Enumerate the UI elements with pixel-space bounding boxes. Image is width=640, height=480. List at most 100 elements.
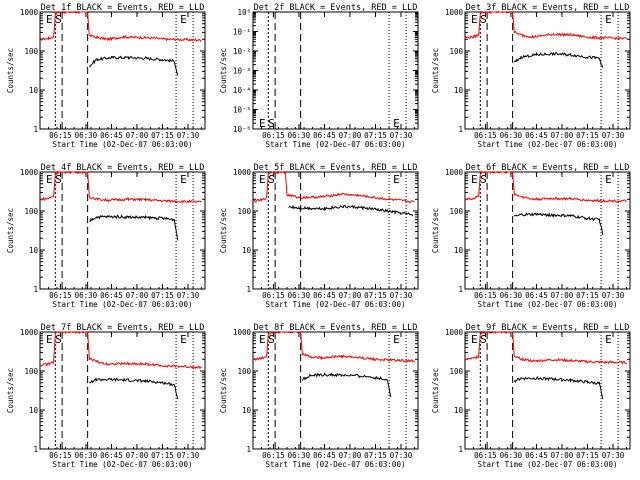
marker-letter: E (471, 13, 478, 26)
y-tick-label: 10 (454, 246, 464, 255)
y-tick-label: 1000 (20, 328, 39, 337)
y-axis-label: Counts/sec (219, 368, 228, 413)
y-tick-label: 1 (33, 285, 38, 294)
x-tick-label: 06:45 (313, 131, 336, 140)
marker-letter: E (180, 173, 187, 186)
marker-letter: S (55, 173, 62, 186)
x-tick-label: 07:00 (126, 131, 149, 140)
series-events (513, 212, 604, 235)
y-tick-label: 1 (458, 445, 463, 454)
y-tick-label: 10⁻⁶ (233, 125, 251, 134)
panel-4: Det 4f BLACK = Events, RED = LLD 1 10 100 10… (6, 163, 206, 309)
panel-7: Det 7f BLACK = Events, RED = LLD 1 10 100 10… (6, 323, 206, 469)
x-tick-label: 06:30 (500, 291, 523, 300)
x-tick-label: 07:15 (364, 451, 387, 460)
plot-frame (39, 11, 206, 130)
x-axis-label: Start Time (02-Dec-07 06:03:00) (266, 140, 406, 149)
x-tick-label: 06:15 (49, 131, 72, 140)
y-tick-label: 100 (449, 207, 463, 216)
x-tick-label: 06:15 (474, 291, 497, 300)
marker-letter: E (46, 173, 53, 186)
series-events (513, 51, 604, 68)
x-tick-label: 06:30 (288, 451, 311, 460)
y-tick-label: 10⁻¹ (233, 28, 251, 37)
x-tick-label: 07:30 (390, 451, 413, 460)
x-tick-label: 06:45 (525, 451, 548, 460)
marker-letter: S (268, 173, 275, 186)
y-tick-label: 10⁻⁴ (233, 86, 251, 95)
y-tick-label: 10 (454, 406, 464, 415)
y-tick-label: 1 (246, 445, 251, 454)
marker-letter: E (180, 333, 187, 346)
marker-letter: S (55, 333, 62, 346)
x-tick-label: 06:45 (313, 451, 336, 460)
y-axis-label: Counts/sec (6, 48, 15, 93)
panel-3: Det 3f BLACK = Events, RED = LLD 1 10 100 10… (431, 3, 631, 149)
y-tick-label: 1000 (445, 328, 464, 337)
x-tick-label: 07:15 (364, 291, 387, 300)
x-tick-label: 06:30 (500, 451, 523, 460)
panel-title: Det 5f BLACK = Events, RED = LLD (254, 163, 418, 173)
marker-letter: E (471, 333, 478, 346)
y-axis-label: Counts/sec (6, 368, 15, 413)
y-tick-label: 10 (29, 86, 39, 95)
x-tick-label: 07:30 (177, 451, 200, 460)
x-tick-label: 07:15 (576, 131, 599, 140)
series-lld (252, 331, 415, 363)
x-tick-label: 07:30 (602, 291, 625, 300)
y-tick-label: 1000 (20, 168, 39, 177)
marker-letter: S (268, 117, 275, 130)
x-tick-label: 06:30 (500, 131, 523, 140)
marker-letter: E (46, 13, 53, 26)
plot-frame (464, 331, 631, 450)
x-tick-label: 06:15 (262, 131, 285, 140)
y-tick-label: 10 (454, 86, 464, 95)
marker-letter: E (180, 13, 187, 26)
y-tick-label: 10 (29, 246, 39, 255)
y-tick-label: 1 (458, 125, 463, 134)
series-events (89, 377, 179, 400)
panel-5: Det 5f BLACK = Events, RED = LLD 1 10 100 10… (219, 163, 419, 309)
x-tick-label: 07:00 (551, 131, 574, 140)
y-axis-label: Counts/sec (431, 48, 440, 93)
y-tick-label: 10⁻² (233, 47, 251, 56)
y-tick-label: 10⁻³ (233, 67, 251, 76)
y-tick-label: 100 (237, 367, 251, 376)
x-tick-label: 07:00 (339, 451, 362, 460)
y-axis-label: Counts/sec (219, 48, 228, 93)
y-tick-label: 1 (458, 285, 463, 294)
series-lld (464, 170, 627, 203)
x-tick-label: 06:45 (100, 451, 123, 460)
marker-letter: E (393, 173, 400, 186)
marker-letter: E (605, 13, 612, 26)
plot-frame (252, 171, 419, 290)
y-tick-label: 100 (24, 367, 38, 376)
y-axis-label: Counts/sec (6, 208, 15, 253)
series-lld (464, 331, 627, 365)
x-tick-label: 06:15 (262, 451, 285, 460)
x-tick-label: 07:30 (177, 131, 200, 140)
x-axis-label: Start Time (02-Dec-07 06:03:00) (266, 460, 406, 469)
x-tick-label: 06:15 (474, 451, 497, 460)
x-tick-label: 06:15 (49, 291, 72, 300)
panel-title: Det 9f BLACK = Events, RED = LLD (466, 323, 630, 333)
marker-letter: E (259, 333, 266, 346)
x-tick-label: 07:00 (551, 451, 574, 460)
y-tick-label: 100 (24, 47, 38, 56)
x-axis-label: Start Time (02-Dec-07 06:03:00) (478, 300, 618, 309)
series-lld (39, 331, 202, 370)
x-axis-label: Start Time (02-Dec-07 06:03:00) (266, 300, 406, 309)
panel-title: Det 6f BLACK = Events, RED = LLD (466, 163, 630, 173)
x-tick-label: 06:45 (100, 291, 123, 300)
y-tick-label: 100 (449, 47, 463, 56)
x-tick-label: 07:30 (390, 131, 413, 140)
x-tick-label: 07:15 (364, 131, 387, 140)
x-tick-label: 07:30 (602, 451, 625, 460)
x-axis-label: Start Time (02-Dec-07 06:03:00) (53, 460, 193, 469)
x-tick-label: 07:15 (576, 451, 599, 460)
x-tick-label: 06:45 (525, 291, 548, 300)
y-axis-label: Counts/sec (431, 208, 440, 253)
x-tick-label: 06:30 (75, 291, 98, 300)
y-tick-label: 1000 (233, 328, 252, 337)
plot-frame (39, 171, 206, 290)
